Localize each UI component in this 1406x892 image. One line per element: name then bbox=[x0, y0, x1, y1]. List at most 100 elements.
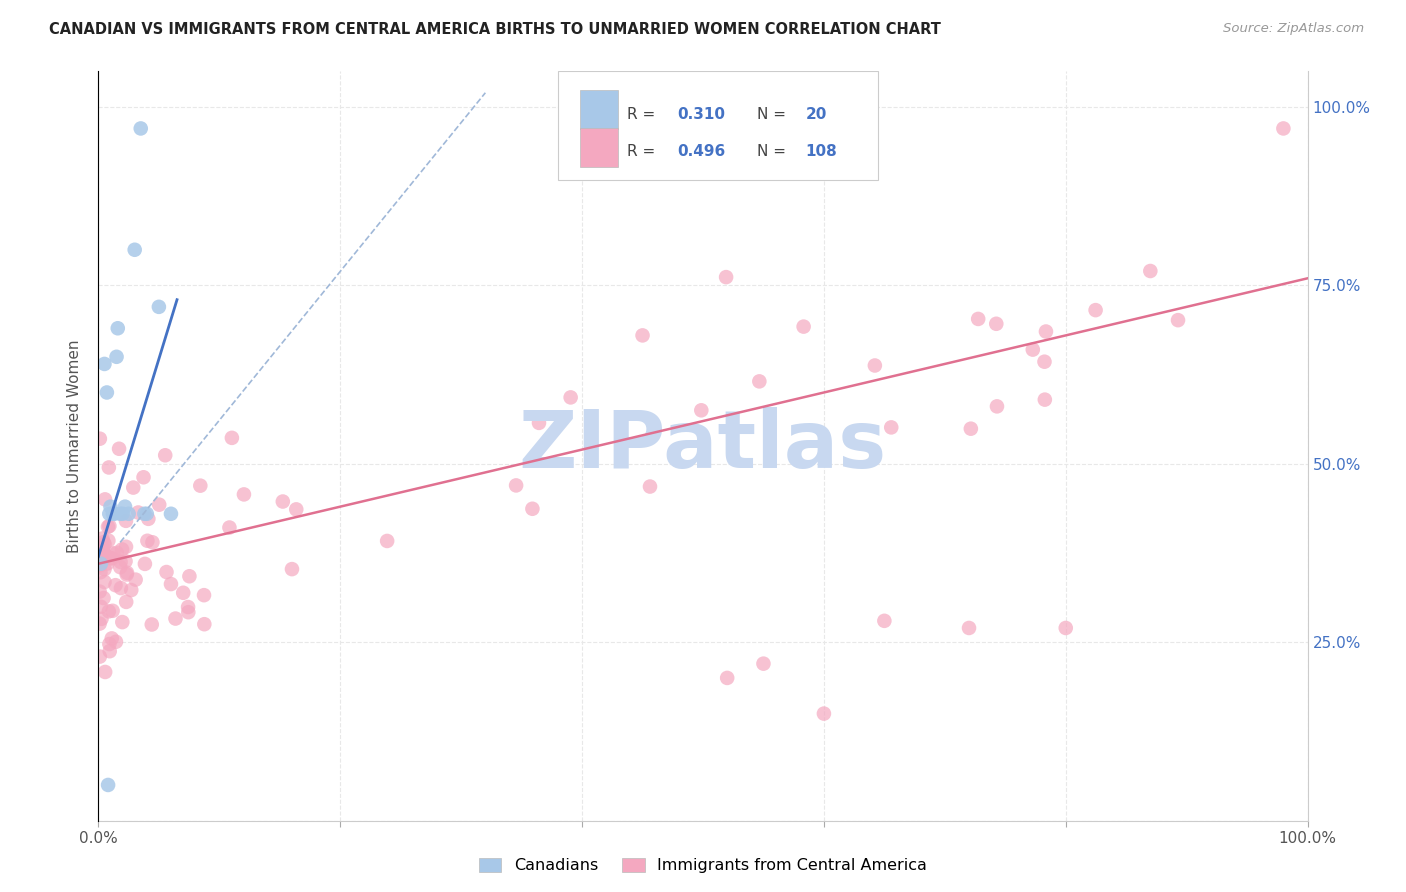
Point bbox=[716, 671, 738, 685]
Point bbox=[115, 540, 138, 554]
FancyBboxPatch shape bbox=[558, 71, 879, 180]
Point bbox=[89, 649, 111, 664]
Point bbox=[97, 460, 120, 475]
Point bbox=[560, 391, 582, 405]
Point bbox=[271, 494, 294, 508]
Point bbox=[141, 535, 163, 549]
Point bbox=[136, 533, 159, 548]
Point bbox=[1035, 325, 1057, 339]
Point bbox=[1139, 264, 1161, 278]
Point bbox=[285, 502, 308, 516]
Point bbox=[957, 621, 980, 635]
Point bbox=[89, 566, 111, 580]
Point bbox=[98, 519, 121, 533]
Point bbox=[90, 612, 112, 626]
Text: ZIPatlas: ZIPatlas bbox=[519, 407, 887, 485]
Point bbox=[110, 560, 132, 574]
Text: 20: 20 bbox=[806, 106, 827, 121]
Point bbox=[101, 604, 124, 618]
Point bbox=[880, 420, 903, 434]
Point bbox=[98, 644, 121, 658]
Point bbox=[94, 548, 117, 562]
Point bbox=[1167, 313, 1189, 327]
Point bbox=[1033, 355, 1056, 369]
Point bbox=[115, 514, 138, 528]
Point bbox=[155, 565, 177, 579]
Point bbox=[527, 416, 550, 430]
Point bbox=[135, 507, 157, 521]
Point bbox=[97, 778, 120, 792]
Point bbox=[91, 541, 114, 556]
Point bbox=[110, 555, 132, 569]
Point bbox=[94, 665, 117, 679]
Point bbox=[110, 581, 132, 595]
Point bbox=[160, 577, 183, 591]
Point bbox=[96, 385, 118, 400]
Point bbox=[148, 300, 170, 314]
Text: CANADIAN VS IMMIGRANTS FROM CENTRAL AMERICA BIRTHS TO UNMARRIED WOMEN CORRELATIO: CANADIAN VS IMMIGRANTS FROM CENTRAL AMER… bbox=[49, 22, 941, 37]
Point bbox=[108, 507, 131, 521]
Text: 0.496: 0.496 bbox=[678, 144, 725, 159]
Point bbox=[132, 470, 155, 484]
Point bbox=[105, 350, 128, 364]
Point bbox=[97, 520, 120, 534]
Point bbox=[714, 270, 737, 285]
Point bbox=[103, 507, 125, 521]
Point bbox=[129, 121, 152, 136]
Point bbox=[986, 400, 1008, 414]
Point bbox=[232, 487, 254, 501]
Point bbox=[134, 507, 156, 521]
Point bbox=[111, 615, 134, 629]
FancyBboxPatch shape bbox=[579, 128, 619, 167]
Point bbox=[863, 359, 886, 373]
Point bbox=[89, 584, 111, 599]
Point bbox=[101, 551, 124, 566]
Point bbox=[107, 321, 129, 335]
Point bbox=[122, 481, 145, 495]
Point bbox=[505, 478, 527, 492]
Point bbox=[638, 479, 661, 493]
Point bbox=[813, 706, 835, 721]
Legend: Canadians, Immigrants from Central America: Canadians, Immigrants from Central Ameri… bbox=[472, 851, 934, 880]
Point bbox=[97, 604, 120, 618]
Point bbox=[165, 611, 187, 625]
Point bbox=[115, 595, 138, 609]
Point bbox=[1272, 121, 1295, 136]
Point bbox=[100, 500, 122, 514]
Point bbox=[105, 546, 128, 560]
Point bbox=[375, 533, 398, 548]
Point bbox=[748, 375, 770, 389]
Point bbox=[104, 634, 127, 648]
Text: 108: 108 bbox=[806, 144, 838, 159]
Point bbox=[1054, 621, 1077, 635]
Point bbox=[690, 403, 713, 417]
Point bbox=[98, 637, 121, 651]
Point bbox=[111, 507, 134, 521]
Text: Source: ZipAtlas.com: Source: ZipAtlas.com bbox=[1223, 22, 1364, 36]
Text: N =: N = bbox=[758, 144, 792, 159]
Point bbox=[90, 551, 112, 566]
Point bbox=[160, 507, 183, 521]
Point bbox=[93, 546, 115, 560]
Point bbox=[98, 551, 121, 566]
Point bbox=[188, 478, 211, 492]
Text: R =: R = bbox=[627, 144, 659, 159]
Point bbox=[141, 617, 163, 632]
Point bbox=[193, 617, 215, 632]
Text: N =: N = bbox=[758, 106, 792, 121]
Point bbox=[752, 657, 775, 671]
Point bbox=[89, 616, 111, 631]
Point bbox=[104, 578, 127, 592]
Point bbox=[1033, 392, 1056, 407]
Point bbox=[793, 319, 815, 334]
Point bbox=[221, 431, 243, 445]
Point bbox=[124, 243, 146, 257]
Point bbox=[108, 442, 131, 456]
Point bbox=[114, 500, 136, 514]
Point bbox=[118, 507, 141, 521]
Point bbox=[177, 600, 200, 615]
Point bbox=[172, 586, 194, 600]
Point bbox=[177, 605, 200, 619]
Point bbox=[94, 492, 117, 507]
Point bbox=[111, 542, 134, 557]
